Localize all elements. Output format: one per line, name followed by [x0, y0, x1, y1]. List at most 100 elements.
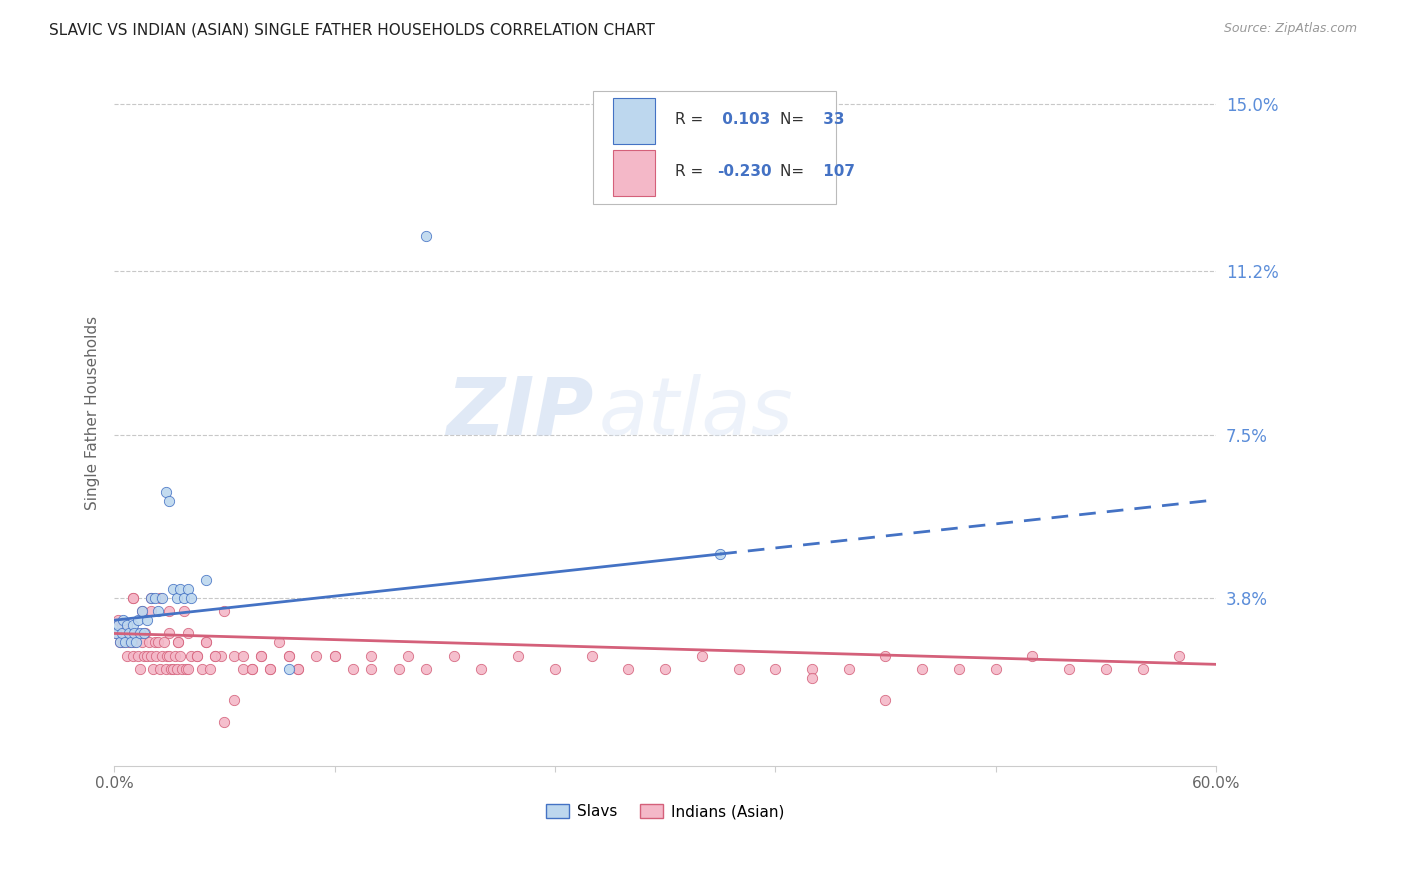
- Point: [120, 626, 142, 640]
- Text: R =: R =: [675, 112, 709, 128]
- Point: [240, 662, 263, 676]
- Point: [172, 662, 194, 676]
- Point: [232, 648, 254, 663]
- Point: [118, 635, 141, 649]
- Text: R =: R =: [675, 164, 709, 178]
- Point: [240, 662, 263, 676]
- Point: [195, 635, 218, 649]
- Point: [232, 662, 254, 676]
- Point: [157, 494, 180, 508]
- Text: N=: N=: [780, 112, 808, 128]
- Point: [277, 662, 299, 676]
- Point: [129, 626, 152, 640]
- Point: [875, 692, 897, 706]
- Point: [107, 617, 129, 632]
- Text: -0.230: -0.230: [717, 164, 772, 178]
- Text: atlas: atlas: [599, 374, 794, 451]
- Point: [115, 648, 138, 663]
- Point: [124, 635, 146, 649]
- Point: [1168, 648, 1191, 663]
- Point: [544, 662, 567, 676]
- Point: [169, 582, 191, 597]
- Point: [107, 613, 129, 627]
- Point: [150, 591, 173, 606]
- Point: [110, 626, 132, 640]
- Point: [508, 648, 530, 663]
- Text: 33: 33: [818, 112, 845, 128]
- Point: [131, 604, 153, 618]
- Point: [138, 635, 160, 649]
- Point: [145, 648, 167, 663]
- Point: [388, 662, 411, 676]
- Point: [157, 604, 180, 618]
- Legend: Slavs, Indians (Asian): Slavs, Indians (Asian): [540, 798, 790, 825]
- Point: [169, 648, 191, 663]
- Point: [114, 626, 136, 640]
- Point: [148, 635, 170, 649]
- Point: [801, 662, 824, 676]
- Point: [132, 626, 155, 640]
- Point: [287, 662, 309, 676]
- Point: [396, 648, 419, 663]
- Point: [121, 591, 143, 606]
- Point: [136, 613, 159, 627]
- Point: [125, 626, 148, 640]
- Point: [157, 626, 180, 640]
- Point: [132, 648, 155, 663]
- Point: [142, 662, 165, 676]
- Point: [360, 648, 382, 663]
- Point: [108, 635, 131, 649]
- Point: [1021, 648, 1043, 663]
- Point: [105, 626, 128, 640]
- Point: [155, 485, 177, 500]
- Point: [305, 648, 328, 663]
- Point: [129, 662, 152, 676]
- Point: [763, 662, 786, 676]
- Point: [415, 229, 437, 244]
- Point: [727, 662, 749, 676]
- Point: [112, 635, 135, 649]
- Point: [139, 648, 162, 663]
- Point: [180, 648, 202, 663]
- Point: [214, 604, 236, 618]
- Point: [143, 635, 166, 649]
- Point: [155, 662, 177, 676]
- Point: [1132, 662, 1154, 676]
- Point: [415, 662, 437, 676]
- Point: [180, 591, 202, 606]
- Point: [157, 648, 180, 663]
- Point: [204, 648, 226, 663]
- Point: [160, 662, 183, 676]
- Point: [121, 591, 143, 606]
- Point: [176, 626, 198, 640]
- Point: [287, 662, 309, 676]
- Text: 107: 107: [818, 164, 855, 178]
- Point: [801, 671, 824, 685]
- Point: [124, 626, 146, 640]
- Point: [204, 648, 226, 663]
- Point: [1095, 662, 1118, 676]
- Point: [139, 591, 162, 606]
- Point: [125, 635, 148, 649]
- Point: [166, 662, 188, 676]
- Point: [195, 574, 218, 588]
- Point: [149, 591, 172, 606]
- Point: [134, 626, 156, 640]
- Point: [173, 591, 195, 606]
- Point: [127, 648, 149, 663]
- Point: [191, 662, 214, 676]
- Point: [143, 591, 166, 606]
- Point: [323, 648, 346, 663]
- Point: [112, 613, 135, 627]
- Point: [209, 648, 232, 663]
- Point: [136, 648, 159, 663]
- Point: [277, 648, 299, 663]
- Point: [470, 662, 492, 676]
- Point: [176, 662, 198, 676]
- Point: [690, 648, 713, 663]
- Point: [139, 604, 162, 618]
- Point: [167, 635, 190, 649]
- Point: [148, 604, 170, 618]
- Text: SLAVIC VS INDIAN (ASIAN) SINGLE FATHER HOUSEHOLDS CORRELATION CHART: SLAVIC VS INDIAN (ASIAN) SINGLE FATHER H…: [49, 22, 655, 37]
- Point: [617, 662, 640, 676]
